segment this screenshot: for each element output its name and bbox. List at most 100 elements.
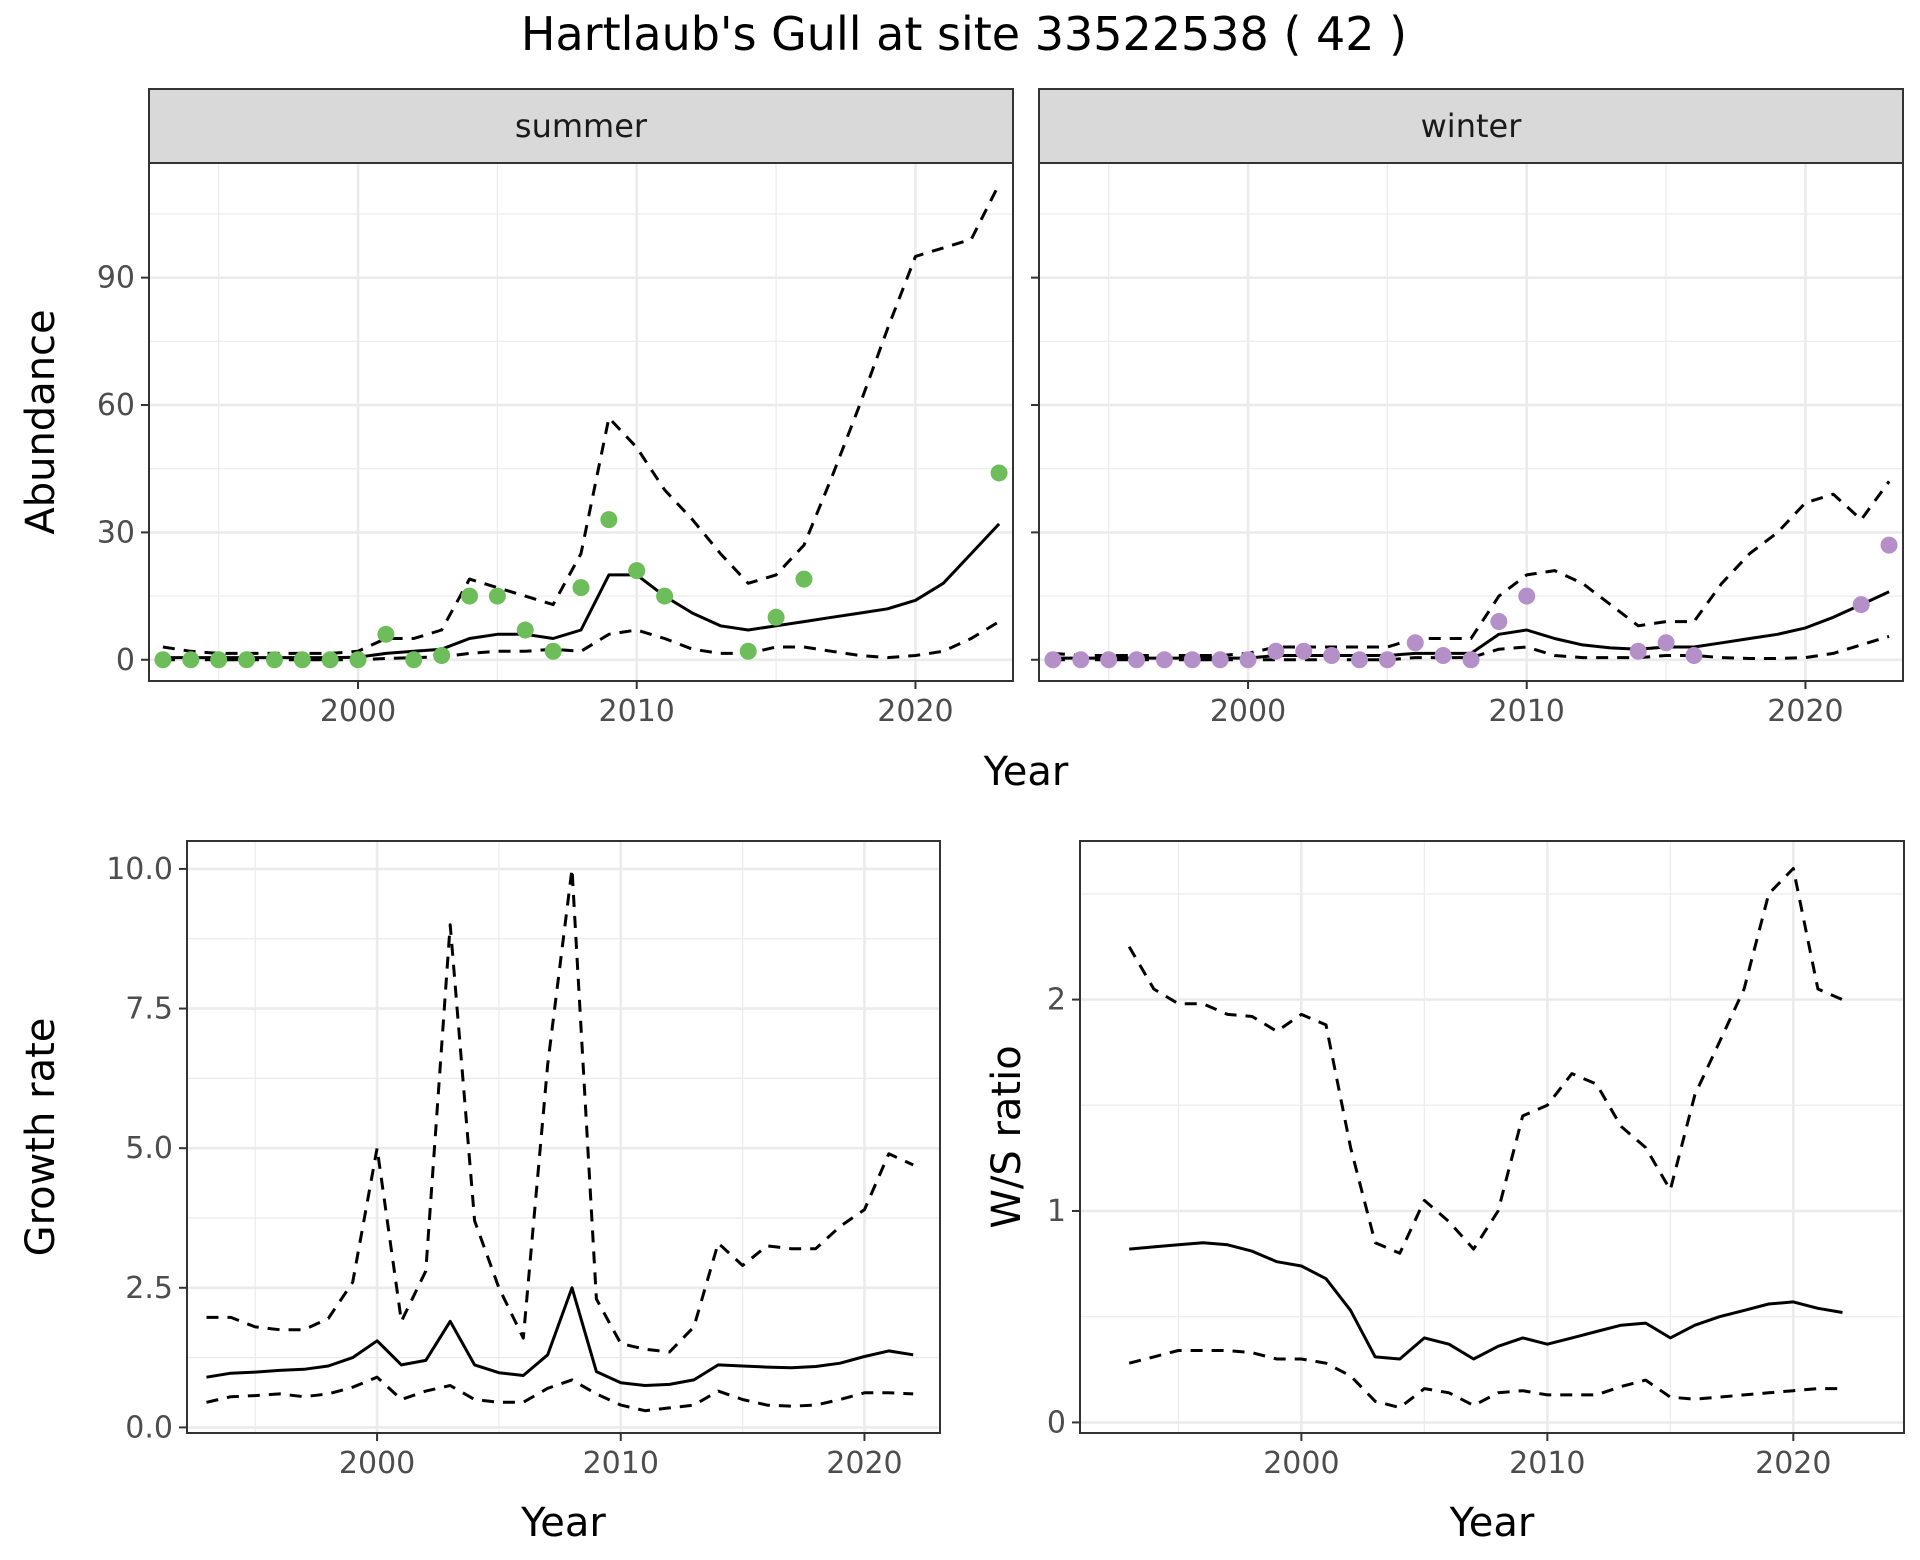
observed-point xyxy=(1295,642,1313,660)
x-axis-title: Year xyxy=(1449,1500,1535,1546)
y-tick-label: 90 xyxy=(97,261,135,296)
upper-line xyxy=(1127,867,1844,1255)
observed-point xyxy=(1629,642,1647,660)
chart-layer: summer 2000 2010 2020 0 30 60 90 Abundance winter… xyxy=(18,88,1905,1546)
y-tick-label: 1 xyxy=(1047,1194,1066,1229)
observed-point xyxy=(516,621,534,639)
observed-point xyxy=(1267,642,1285,660)
strip-summer xyxy=(148,88,1014,164)
y-tick-label: 0 xyxy=(116,643,135,678)
strip-summer-label: summer xyxy=(515,107,648,145)
x-tick-label: 2020 xyxy=(1755,1446,1831,1481)
y-tick-label: 30 xyxy=(97,515,135,550)
panel-border xyxy=(1079,840,1905,1434)
x-tick-label: 2000 xyxy=(1263,1446,1339,1481)
plot-title: Hartlaub's Gull at site 33522538 ( 42 ) xyxy=(521,7,1407,61)
observed-point xyxy=(1351,651,1369,669)
observed-point xyxy=(238,651,256,669)
mean-line xyxy=(1052,590,1890,660)
observed-point xyxy=(1183,651,1201,669)
x-tick-label: 2000 xyxy=(320,694,396,729)
x-tick-label: 2010 xyxy=(599,694,675,729)
panel-border xyxy=(1038,162,1904,682)
observed-point xyxy=(1323,647,1341,665)
x-tick-label: 2000 xyxy=(339,1446,415,1481)
observed-point xyxy=(405,651,423,669)
x-axis-title: Year xyxy=(520,1500,606,1546)
y-axis-title: Growth rate xyxy=(18,1018,64,1257)
strip-winter-label: winter xyxy=(1421,107,1523,145)
x-tick-label: 2010 xyxy=(1489,694,1565,729)
observed-point xyxy=(1211,651,1229,669)
observed-point xyxy=(433,647,451,665)
panel-border xyxy=(148,162,1014,682)
observed-point xyxy=(990,464,1008,482)
y-tick-label: 5.0 xyxy=(125,1131,173,1166)
upper-line xyxy=(1052,480,1891,657)
data-layer xyxy=(1044,480,1898,669)
observed-point xyxy=(461,587,479,605)
observed-point xyxy=(572,579,590,597)
x-tick-label: 2020 xyxy=(877,694,953,729)
observed-point xyxy=(600,511,618,529)
upper-line xyxy=(162,183,1001,655)
observed-point xyxy=(488,587,506,605)
y-tick-label: 60 xyxy=(97,388,135,423)
observed-point xyxy=(1657,634,1675,652)
observed-point xyxy=(1155,651,1173,669)
x-tick-label: 2020 xyxy=(1767,694,1843,729)
observed-point xyxy=(265,651,283,669)
mean-line xyxy=(1129,1241,1843,1361)
x-tick-label: 2010 xyxy=(1509,1446,1585,1481)
lower-line xyxy=(1052,634,1890,662)
data-layer xyxy=(206,867,914,1413)
panel-border xyxy=(186,840,941,1434)
observed-point xyxy=(1462,651,1480,669)
observed-point xyxy=(1852,596,1870,614)
upper-line xyxy=(206,867,914,1354)
observed-point xyxy=(1434,647,1452,665)
y-axis-title: W/S ratio xyxy=(984,1045,1030,1228)
observed-point xyxy=(1406,634,1424,652)
panel-summer: summer 2000 2010 2020 0 30 60 90 Abundance xyxy=(18,88,1014,729)
y-tick-label: 10.0 xyxy=(106,852,173,887)
observed-point xyxy=(1128,651,1146,669)
lower-line xyxy=(206,1375,914,1413)
observed-point xyxy=(1880,536,1898,554)
observed-point xyxy=(1239,651,1257,669)
observed-point xyxy=(656,587,674,605)
observed-point xyxy=(1072,651,1090,669)
observed-point xyxy=(154,651,172,669)
y-tick-label: 2 xyxy=(1047,983,1066,1018)
x-tick-label: 2010 xyxy=(583,1446,659,1481)
x-axis-title: Year xyxy=(983,749,1069,795)
y-axis-title: Abundance xyxy=(18,309,64,534)
observed-point xyxy=(321,651,339,669)
y-tick-label: 2.5 xyxy=(125,1271,173,1306)
x-tick-label: 2020 xyxy=(826,1446,902,1481)
observed-point xyxy=(628,562,646,580)
observed-point xyxy=(349,651,367,669)
strip-winter xyxy=(1038,88,1904,164)
y-tick-label: 7.5 xyxy=(125,992,173,1027)
observed-point xyxy=(293,651,311,669)
lower-line xyxy=(1128,1349,1843,1410)
observed-point xyxy=(1490,613,1508,631)
data-layer xyxy=(1127,867,1844,1410)
observed-point xyxy=(182,651,200,669)
observed-point xyxy=(1044,651,1062,669)
data-layer xyxy=(154,183,1008,669)
y-tick-label: 0 xyxy=(1047,1405,1066,1440)
x-tick-label: 2000 xyxy=(1210,694,1286,729)
observed-point xyxy=(1100,651,1118,669)
observed-point xyxy=(210,651,228,669)
observed-point xyxy=(795,570,813,588)
observed-point xyxy=(739,642,757,660)
panel-growth-rate: 2000 2010 2020 0.0 2.5 5.0 7.5 10.0 Growth rate Y… xyxy=(18,840,941,1546)
mean-line xyxy=(206,1286,914,1387)
observed-point xyxy=(544,642,562,660)
panel-winter: winter 2000 2010 2020 xyxy=(1031,88,1904,729)
observed-point xyxy=(1685,647,1703,665)
observed-point xyxy=(377,625,395,643)
